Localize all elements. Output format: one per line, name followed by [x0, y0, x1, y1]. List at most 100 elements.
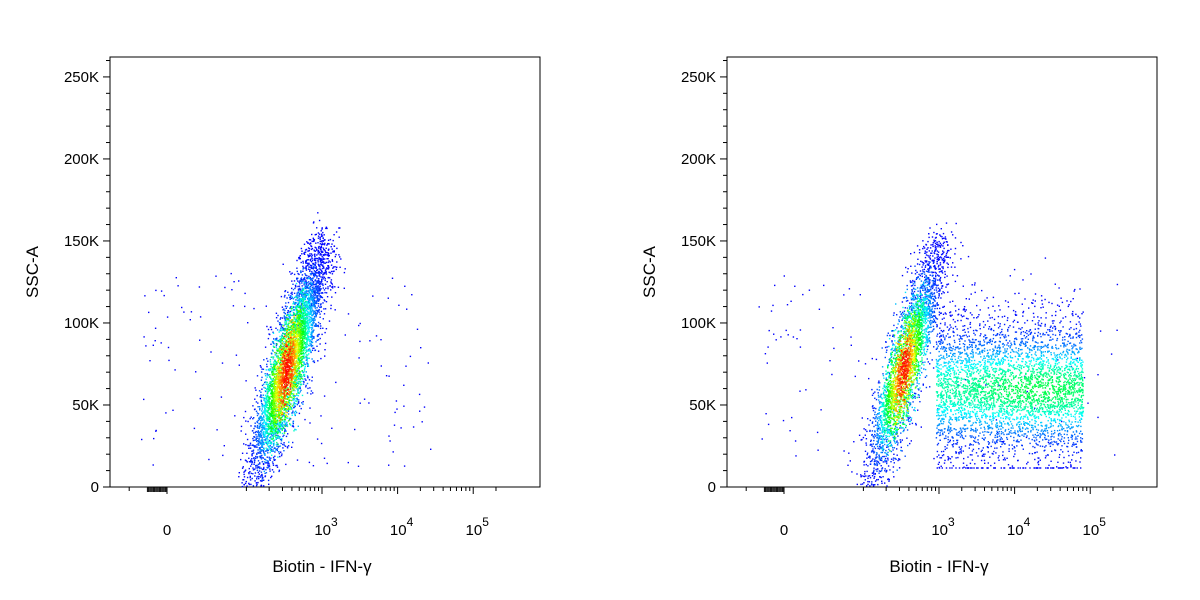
event-point [275, 409, 278, 412]
event-point [274, 394, 277, 397]
event-point [264, 387, 267, 389]
event-point [332, 267, 334, 269]
event-point [284, 305, 287, 307]
event-point [322, 287, 324, 289]
event-point [309, 340, 311, 343]
event-point [300, 331, 302, 333]
event-point [306, 322, 309, 324]
event-point [296, 332, 298, 335]
event-point [265, 462, 267, 464]
event-point [295, 326, 297, 328]
event-point [270, 457, 272, 459]
event-point [267, 436, 269, 438]
event-point [306, 293, 308, 295]
event-point [292, 361, 294, 363]
event-point [243, 476, 246, 478]
event-point [252, 418, 254, 420]
event-point [298, 336, 301, 338]
event-point [311, 344, 314, 347]
event-point [249, 417, 251, 420]
event-point [318, 264, 320, 266]
event-point [266, 389, 268, 391]
event-point [270, 383, 272, 386]
event-point [394, 411, 396, 414]
event-point [275, 346, 277, 348]
event-point [267, 449, 270, 452]
event-point [273, 424, 276, 426]
event-point [274, 381, 276, 383]
event-point [283, 343, 285, 346]
event-point [303, 320, 305, 322]
event-point [284, 408, 287, 410]
event-point [291, 310, 293, 312]
event-point [301, 250, 303, 252]
event-point [297, 395, 300, 397]
event-point [299, 375, 301, 378]
event-point [261, 444, 263, 447]
event-point [326, 258, 328, 260]
event-point [296, 376, 299, 378]
event-point [258, 435, 260, 437]
event-point [311, 299, 313, 302]
event-point [313, 325, 316, 327]
event-point [294, 370, 296, 373]
event-point [308, 307, 311, 310]
event-point [270, 402, 272, 404]
event-point [272, 437, 274, 439]
event-point [210, 351, 212, 353]
event-point [317, 334, 319, 336]
event-point [288, 397, 290, 399]
event-point [411, 294, 413, 296]
event-point [253, 446, 256, 448]
event-point [309, 253, 311, 255]
event-point [293, 321, 295, 324]
event-point [273, 426, 276, 428]
event-point [255, 438, 257, 441]
event-point [308, 250, 310, 252]
event-point [333, 250, 335, 252]
event-point [292, 330, 295, 332]
event-point [247, 444, 249, 447]
event-point [263, 454, 266, 456]
event-point [255, 437, 257, 439]
event-point [268, 404, 271, 406]
event-point [324, 291, 326, 294]
event-point [284, 429, 286, 431]
event-point [277, 356, 279, 358]
event-point [281, 402, 283, 404]
event-point [304, 324, 306, 327]
event-point [295, 282, 298, 285]
event-point [270, 436, 272, 438]
event-point [264, 390, 266, 392]
event-point [293, 377, 296, 379]
event-point [263, 426, 266, 428]
event-point [270, 343, 272, 345]
event-point [274, 432, 276, 434]
event-point [291, 412, 293, 414]
event-point [303, 252, 305, 255]
event-point [314, 293, 317, 295]
event-point [297, 303, 300, 305]
event-point [278, 426, 281, 429]
event-point [270, 395, 272, 398]
event-point [315, 242, 317, 244]
event-point [295, 343, 297, 345]
event-point [291, 314, 293, 317]
event-point [287, 401, 290, 403]
event-point [272, 432, 275, 435]
event-point [264, 405, 267, 408]
event-point [273, 445, 275, 447]
event-point [310, 324, 312, 326]
event-point [293, 348, 296, 351]
event-point [258, 417, 260, 419]
event-point [320, 258, 323, 260]
event-point [325, 226, 328, 228]
event-point [282, 447, 284, 449]
event-point [388, 464, 390, 466]
event-point [283, 442, 285, 444]
event-point [272, 422, 274, 424]
event-point [248, 467, 250, 470]
event-point [298, 377, 300, 379]
event-point [306, 354, 309, 356]
event-point [292, 306, 295, 309]
